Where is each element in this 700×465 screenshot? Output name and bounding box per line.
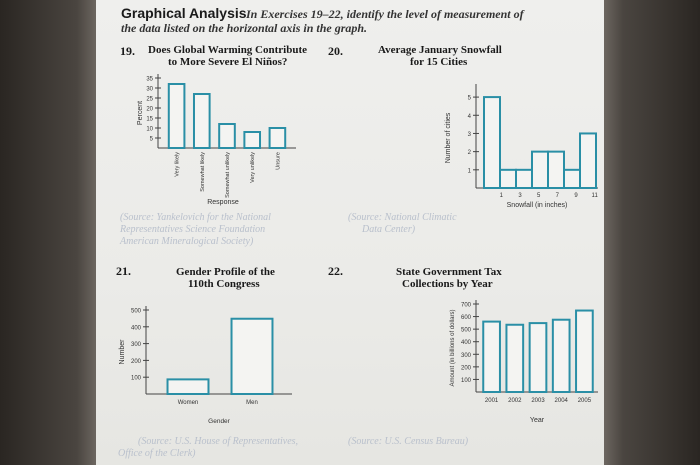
- x-tick-label: 3: [518, 193, 522, 199]
- exercise-19-source-2: Representatives Science Foundation: [120, 224, 266, 235]
- chart-snowfall: 1 2 3 4 5 Number of cities 1 3 5 7 9 11 Snowfall (in…: [445, 84, 599, 209]
- bar: [166, 378, 210, 396]
- chart-congress: 500 400 300 200 100 Number Women Men Gender: [119, 306, 292, 425]
- background-right: [604, 0, 700, 465]
- chart-tax-collections: 700 600 500 400 300 200 100 Amount (in billions…: [450, 300, 598, 424]
- exercise-19-title-1: Does Global Warming Contribute: [148, 44, 308, 56]
- x-axis-label: Response: [207, 199, 239, 206]
- y-axis-label: Number of cities: [445, 112, 452, 163]
- exercise-22-title-1: State Government Tax: [396, 266, 502, 278]
- exercise-22-number: 22.: [328, 264, 343, 278]
- bar: [483, 96, 501, 189]
- bar: [268, 127, 287, 149]
- exercise-19-title-2: to More Severe El Niños?: [168, 56, 288, 68]
- y-tick-label: 300: [461, 353, 472, 359]
- y-tick-label: 400: [461, 340, 472, 346]
- textbook-page: Graphical Analysis In Exercises 19–22, i…: [96, 0, 604, 465]
- y-tick-label: 200: [461, 365, 472, 371]
- y-tick-label: 1: [468, 168, 472, 174]
- x-tick-label: Women: [178, 400, 199, 406]
- y-tick-label: 10: [146, 127, 153, 133]
- bar: [499, 168, 517, 190]
- x-tick-label: 11: [592, 193, 599, 199]
- x-axis-label: Year: [530, 417, 545, 424]
- bar: [531, 150, 549, 189]
- y-tick-label: 5: [150, 137, 154, 143]
- bar: [505, 323, 525, 393]
- instruction-line-2: the data listed on the horizontal axis i…: [121, 21, 368, 35]
- x-tick-label: Men: [246, 400, 258, 406]
- y-tick-label: 15: [146, 117, 153, 123]
- bar: [579, 132, 597, 189]
- y-axis-label: Amount (in billions of dollars): [450, 309, 456, 386]
- y-axis-label: Number: [119, 339, 126, 365]
- x-tick-label: 9: [574, 193, 578, 199]
- bar: [230, 317, 274, 395]
- bar: [563, 168, 581, 190]
- x-tick-label: Very likely: [175, 152, 181, 177]
- y-tick-label: 3: [468, 132, 472, 138]
- x-tick-label: 5: [537, 193, 541, 199]
- bar: [547, 150, 565, 189]
- x-tick-label: Somewhat unlikely: [225, 152, 231, 198]
- exercise-21-number: 21.: [116, 264, 131, 278]
- y-tick-label: 30: [146, 87, 153, 93]
- exercise-20-source-2: Data Center): [362, 224, 416, 235]
- x-tick-label: 2001: [485, 398, 499, 404]
- exercise-22-title-2: Collections by Year: [402, 278, 493, 290]
- y-tick-label: 25: [146, 97, 153, 103]
- x-tick-label: 7: [556, 193, 560, 199]
- x-tick-label: 2003: [531, 398, 545, 404]
- bar: [243, 131, 262, 149]
- y-tick-label: 500: [461, 328, 472, 334]
- y-tick-label: 4: [468, 114, 472, 120]
- exercise-19-source-3: American Mineralogical Society): [120, 236, 254, 247]
- bar: [218, 123, 236, 149]
- y-tick-label: 700: [461, 303, 472, 309]
- y-axis-label: Percent: [137, 101, 144, 125]
- section-title: Graphical Analysis: [121, 5, 247, 21]
- bar: [192, 93, 211, 149]
- y-tick-label: 100: [131, 376, 142, 382]
- exercise-21-source-1: (Source: U.S. House of Representatives,: [138, 436, 299, 447]
- exercise-20-source-1: (Source: National Climatic: [348, 212, 457, 223]
- y-tick-label: 20: [146, 107, 153, 113]
- x-axis-label: Gender: [208, 418, 231, 425]
- x-tick-label: Unsure: [275, 152, 281, 170]
- bar: [575, 309, 594, 394]
- x-axis-label: Snowfall (in inches): [507, 202, 568, 209]
- y-tick-label: 600: [461, 315, 472, 321]
- exercise-20-title-1: Average January Snowfall: [378, 44, 502, 56]
- bar: [515, 168, 533, 190]
- x-tick-label: Very unlikely: [250, 152, 256, 183]
- exercise-21-source-2: Office of the Clerk): [118, 448, 196, 459]
- y-tick-label: 500: [131, 309, 142, 315]
- exercise-19-source-1: (Source: Yankelovich for the National: [120, 212, 271, 223]
- exercise-22-source-1: (Source: U.S. Census Bureau): [348, 436, 469, 447]
- bar: [528, 322, 548, 393]
- exercise-20-number: 20.: [328, 44, 343, 58]
- y-tick-label: 400: [131, 325, 142, 331]
- y-tick-label: 300: [131, 342, 142, 348]
- y-tick-label: 100: [461, 378, 472, 384]
- background-left: [0, 0, 96, 465]
- y-tick-label: 2: [468, 150, 472, 156]
- x-tick-label: 2002: [508, 398, 522, 404]
- instruction-line-1: In Exercises 19–22, identify the level o…: [246, 7, 524, 21]
- exercise-20-title-2: for 15 Cities: [410, 56, 468, 68]
- exercise-19-number: 19.: [120, 44, 135, 58]
- exercise-21-title-1: Gender Profile of the: [176, 266, 275, 278]
- bar: [482, 320, 501, 394]
- x-tick-label: 2005: [578, 398, 592, 404]
- y-tick-label: 5: [468, 96, 472, 102]
- x-tick-label: 1: [500, 193, 504, 199]
- x-tick-label: 2004: [555, 398, 569, 404]
- bar: [167, 83, 186, 149]
- bar: [551, 318, 571, 393]
- y-tick-label: 35: [146, 77, 153, 83]
- chart-el-nino: 35 30 25 20 15 10 5 Percent Very likely Somewhat …: [137, 74, 296, 206]
- y-tick-label: 200: [131, 359, 142, 365]
- exercise-21-title-2: 110th Congress: [188, 278, 260, 290]
- x-tick-label: Somewhat likely: [200, 152, 206, 192]
